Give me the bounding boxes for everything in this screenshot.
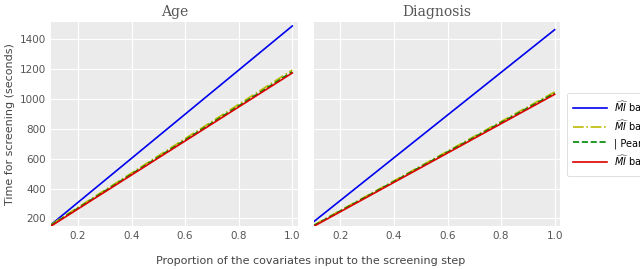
Text: Proportion of the covariates input to the screening step: Proportion of the covariates input to th… [156,256,465,266]
Title: Diagnosis: Diagnosis [403,5,471,19]
Title: Age: Age [161,5,188,19]
Legend: $\widehat{MI}$ based on FFTKDE, $\widehat{MI}$ based on skLearn, | Pearson corre: $\widehat{MI}$ based on FFTKDE, $\wideha… [567,93,640,176]
Y-axis label: Time for screening (seconds): Time for screening (seconds) [4,43,15,205]
